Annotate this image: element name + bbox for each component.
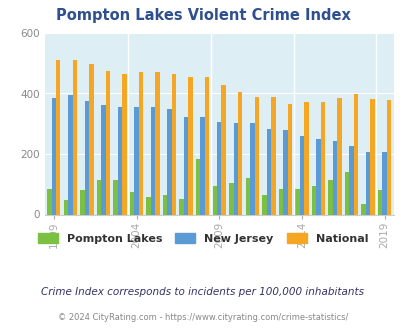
Bar <box>155 72 159 214</box>
Bar <box>245 178 249 214</box>
Bar <box>315 139 320 214</box>
Bar <box>146 197 150 214</box>
Bar <box>278 189 283 214</box>
Bar <box>299 136 303 214</box>
Bar <box>254 96 258 214</box>
Bar <box>200 117 205 214</box>
Bar <box>303 102 308 214</box>
Bar <box>283 130 287 214</box>
Bar <box>105 71 110 214</box>
Bar <box>332 141 337 214</box>
Bar <box>262 195 266 214</box>
Bar <box>365 152 369 214</box>
Bar <box>353 94 358 214</box>
Bar <box>179 199 183 214</box>
Bar <box>89 64 93 214</box>
Bar <box>328 180 332 214</box>
Bar <box>311 186 315 215</box>
Bar <box>216 122 221 214</box>
Bar <box>101 105 105 214</box>
Bar <box>360 204 365 214</box>
Bar <box>287 104 292 214</box>
Bar <box>386 100 390 214</box>
Bar <box>122 75 126 214</box>
Bar <box>47 189 51 214</box>
Bar <box>212 186 216 215</box>
Bar <box>344 172 349 215</box>
Bar <box>51 98 56 214</box>
Bar <box>205 77 209 214</box>
Bar <box>56 60 60 214</box>
Bar <box>249 123 254 214</box>
Bar <box>80 190 84 215</box>
Bar <box>271 96 275 214</box>
Bar <box>96 180 101 214</box>
Legend: Pompton Lakes, New Jersey, National: Pompton Lakes, New Jersey, National <box>33 229 372 248</box>
Bar <box>139 72 143 214</box>
Bar <box>117 107 122 214</box>
Bar <box>320 102 324 214</box>
Bar <box>72 60 77 214</box>
Bar <box>233 123 237 214</box>
Bar <box>113 180 117 214</box>
Bar <box>196 158 200 215</box>
Bar <box>294 189 299 214</box>
Bar <box>171 74 176 214</box>
Bar <box>382 152 386 214</box>
Bar <box>188 77 192 214</box>
Bar <box>84 101 89 214</box>
Bar <box>228 183 233 214</box>
Bar <box>68 95 72 214</box>
Bar <box>64 200 68 214</box>
Bar <box>377 190 382 215</box>
Bar <box>150 107 155 214</box>
Bar <box>369 99 374 214</box>
Text: Pompton Lakes Violent Crime Index: Pompton Lakes Violent Crime Index <box>55 8 350 23</box>
Bar <box>130 192 134 214</box>
Bar <box>221 85 226 214</box>
Bar <box>162 195 167 214</box>
Bar <box>337 98 341 214</box>
Bar <box>167 109 171 214</box>
Bar <box>349 147 353 214</box>
Bar <box>266 129 271 214</box>
Bar <box>183 117 188 214</box>
Text: Crime Index corresponds to incidents per 100,000 inhabitants: Crime Index corresponds to incidents per… <box>41 287 364 297</box>
Bar <box>237 92 242 214</box>
Bar <box>134 107 139 214</box>
Text: © 2024 CityRating.com - https://www.cityrating.com/crime-statistics/: © 2024 CityRating.com - https://www.city… <box>58 313 347 322</box>
